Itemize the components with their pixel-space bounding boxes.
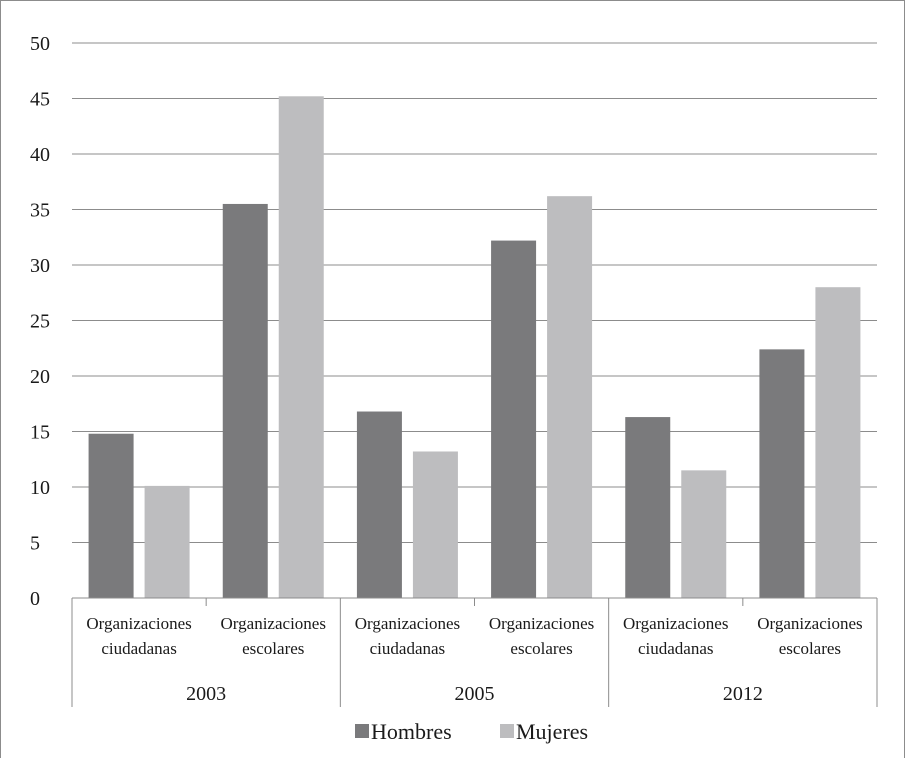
y-tick-label: 0 — [30, 588, 40, 610]
bar-mujeres-2 — [412, 451, 458, 598]
category-label: ciudadanas — [638, 639, 714, 658]
bar-mujeres-4 — [681, 470, 727, 598]
legend: Hombres Mujeres — [355, 719, 588, 744]
category-label: Organizaciones — [623, 614, 728, 633]
bars — [88, 96, 861, 598]
y-tick-label: 25 — [30, 311, 50, 333]
legend-swatch-mujeres — [500, 724, 514, 738]
legend-label-hombres: Hombres — [371, 719, 452, 744]
bar-hombres-1 — [222, 203, 268, 598]
category-label: Organizaciones — [757, 614, 862, 633]
bar-hombres-2 — [356, 411, 402, 598]
bar-hombres-0 — [88, 433, 134, 598]
category-label: ciudadanas — [370, 639, 446, 658]
legend-swatch-hombres — [355, 724, 369, 738]
bar-mujeres-5 — [815, 287, 861, 598]
bar-hombres-5 — [759, 349, 805, 598]
group-label-2003: 2003 — [186, 683, 226, 705]
bar-mujeres-0 — [144, 485, 190, 598]
category-label: Organizaciones — [86, 614, 191, 633]
y-tick-label: 30 — [30, 255, 50, 277]
bar-hombres-3 — [491, 240, 537, 598]
x-axis: Organizaciones ciudadanas Organizaciones es… — [71, 597, 878, 707]
bar-hombres-4 — [625, 417, 671, 598]
category-label: escolares — [779, 639, 841, 658]
y-tick-label: 20 — [30, 366, 50, 388]
y-tick-label: 50 — [30, 33, 50, 55]
category-label: ciudadanas — [101, 639, 177, 658]
y-tick-label: 45 — [30, 89, 50, 111]
y-tick-label: 40 — [30, 144, 50, 166]
bar-mujeres-3 — [547, 196, 593, 598]
category-label: Organizaciones — [221, 614, 326, 633]
category-label: escolares — [510, 639, 572, 658]
y-tick-label: 15 — [30, 422, 50, 444]
gridlines — [72, 42, 877, 543]
y-tick-label: 10 — [30, 477, 50, 499]
category-label: escolares — [242, 639, 304, 658]
legend-label-mujeres: Mujeres — [516, 719, 588, 744]
group-label-2012: 2012 — [723, 683, 763, 705]
y-tick-label: 35 — [30, 200, 50, 222]
group-label-2005: 2005 — [455, 683, 495, 705]
category-label: Organizaciones — [489, 614, 594, 633]
y-axis-ticks: 0 5 10 15 20 25 30 35 40 45 50 — [30, 33, 50, 610]
bar-mujeres-1 — [278, 96, 324, 598]
y-tick-label: 5 — [30, 533, 40, 555]
category-label: Organizaciones — [355, 614, 460, 633]
